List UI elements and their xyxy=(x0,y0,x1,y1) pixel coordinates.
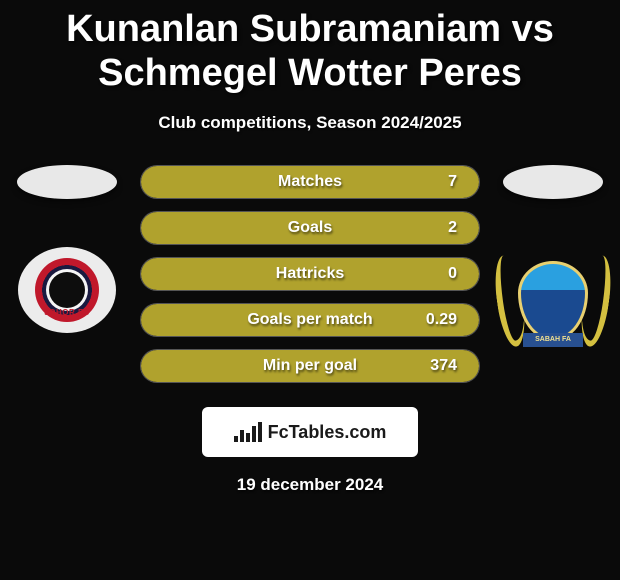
brand-badge: FcTables.com xyxy=(202,407,418,457)
stat-label: Hattricks xyxy=(276,265,344,283)
right-player-avatar xyxy=(503,165,603,199)
stat-value: 2 xyxy=(448,219,457,237)
brand-text: FcTables.com xyxy=(268,422,387,443)
right-club-badge: SABAH FA xyxy=(503,247,603,355)
snapshot-date: 19 december 2024 xyxy=(0,475,620,495)
bar-chart-icon xyxy=(234,422,262,442)
right-club-shield xyxy=(518,261,588,341)
comparison-subtitle: Club competitions, Season 2024/2025 xyxy=(0,113,620,133)
stat-value: 0.29 xyxy=(426,311,457,329)
stat-label: Goals per match xyxy=(247,311,372,329)
left-player-avatar xyxy=(17,165,117,199)
comparison-body: JOHOR FC Matches 7 Goals 2 Hattricks 0 G… xyxy=(0,165,620,383)
stat-value: 0 xyxy=(448,265,457,283)
stat-value: 374 xyxy=(430,357,457,375)
stat-row-goals: Goals 2 xyxy=(140,211,480,245)
right-player-column: SABAH FA xyxy=(498,165,608,355)
stat-row-matches: Matches 7 xyxy=(140,165,480,199)
stat-label: Min per goal xyxy=(263,357,357,375)
stats-list: Matches 7 Goals 2 Hattricks 0 Goals per … xyxy=(140,165,480,383)
right-club-label: SABAH FA xyxy=(523,333,583,347)
stat-label: Matches xyxy=(278,173,342,191)
stat-label: Goals xyxy=(288,219,332,237)
left-club-badge: JOHOR FC xyxy=(18,247,116,333)
left-club-badge-core xyxy=(49,272,85,308)
comparison-title: Kunanlan Subramaniam vs Schmegel Wotter … xyxy=(0,0,620,95)
stat-value: 7 xyxy=(448,173,457,191)
stat-row-hattricks: Hattricks 0 xyxy=(140,257,480,291)
left-player-column: JOHOR FC xyxy=(12,165,122,333)
stat-row-mpg: Min per goal 374 xyxy=(140,349,480,383)
stat-row-gpm: Goals per match 0.29 xyxy=(140,303,480,337)
left-club-label: JOHOR FC xyxy=(44,308,89,317)
